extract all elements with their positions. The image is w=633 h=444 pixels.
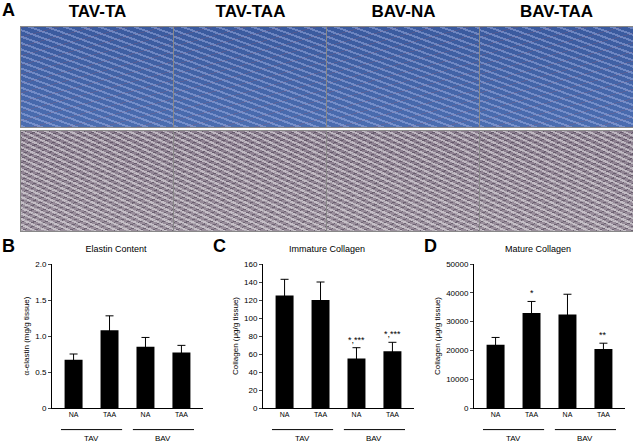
html-text:TAV-TA: TAV-TA bbox=[68, 2, 127, 21]
svg-text:Mature Collagen: Mature Collagen bbox=[505, 244, 571, 254]
svg-text:BAV: BAV bbox=[366, 434, 382, 443]
svg-text:NA: NA bbox=[69, 411, 79, 418]
svg-text:BAV: BAV bbox=[577, 434, 593, 443]
svg-text:TAA: TAA bbox=[386, 411, 399, 418]
svg-text:120: 120 bbox=[244, 296, 258, 305]
svg-text:NA: NA bbox=[280, 411, 290, 418]
svg-text:NA: NA bbox=[563, 411, 573, 418]
svg-text:Collagen (μg/g tissue): Collagen (μg/g tissue) bbox=[433, 297, 442, 375]
svg-text:TAA: TAA bbox=[175, 411, 188, 418]
svg-text:TAV: TAV bbox=[506, 434, 521, 443]
svg-text:160: 160 bbox=[244, 260, 258, 269]
html-text:BAV-TAA: BAV-TAA bbox=[520, 2, 593, 21]
svg-text:80: 80 bbox=[248, 332, 257, 341]
svg-text:2.0: 2.0 bbox=[35, 260, 47, 269]
svg-text:0: 0 bbox=[42, 404, 47, 413]
svg-text:10000: 10000 bbox=[446, 375, 469, 384]
html-text:A: A bbox=[2, 0, 15, 20]
svg-text:100: 100 bbox=[244, 314, 258, 323]
svg-text:NA: NA bbox=[491, 411, 501, 418]
svg-text:0: 0 bbox=[464, 404, 469, 413]
html-text:D: D bbox=[424, 236, 437, 256]
svg-text:*: * bbox=[530, 288, 534, 298]
svg-text:Collagen (μg/g tissue): Collagen (μg/g tissue) bbox=[231, 297, 240, 375]
svg-text:40000: 40000 bbox=[446, 289, 469, 298]
svg-text:20: 20 bbox=[248, 386, 257, 395]
svg-text:TAV: TAV bbox=[295, 434, 310, 443]
svg-text:TAV: TAV bbox=[84, 434, 99, 443]
svg-text:60: 60 bbox=[248, 350, 257, 359]
svg-text:30000: 30000 bbox=[446, 317, 469, 326]
svg-text:40: 40 bbox=[248, 368, 257, 377]
svg-text:1.5: 1.5 bbox=[35, 296, 47, 305]
svg-text:TAA: TAA bbox=[314, 411, 327, 418]
html-text:BAV-NA: BAV-NA bbox=[371, 2, 436, 21]
svg-text:α-elastin (mg/g tissue): α-elastin (mg/g tissue) bbox=[22, 296, 31, 375]
svg-text:0: 0 bbox=[253, 404, 258, 413]
svg-text:50000: 50000 bbox=[446, 260, 469, 269]
svg-text:NA: NA bbox=[352, 411, 362, 418]
svg-text:TAA: TAA bbox=[597, 411, 610, 418]
svg-text:TAA: TAA bbox=[103, 411, 116, 418]
html-text:TAV-TAA: TAV-TAA bbox=[215, 2, 286, 21]
svg-text:NA: NA bbox=[141, 411, 151, 418]
svg-text:20000: 20000 bbox=[446, 346, 469, 355]
svg-text:Immature Collagen: Immature Collagen bbox=[289, 244, 365, 254]
svg-text:**: ** bbox=[599, 330, 607, 340]
svg-text:Elastin Content: Elastin Content bbox=[86, 244, 148, 254]
svg-text:BAV: BAV bbox=[155, 434, 171, 443]
svg-text:*,***: *,*** bbox=[348, 335, 365, 345]
svg-text:1.0: 1.0 bbox=[35, 332, 47, 341]
svg-text:*,***: *,*** bbox=[384, 329, 401, 339]
html-text:C: C bbox=[213, 236, 226, 256]
svg-text:TAA: TAA bbox=[525, 411, 538, 418]
html-text:B: B bbox=[2, 236, 15, 256]
svg-text:140: 140 bbox=[244, 278, 258, 287]
svg-text:0.5: 0.5 bbox=[35, 368, 47, 377]
